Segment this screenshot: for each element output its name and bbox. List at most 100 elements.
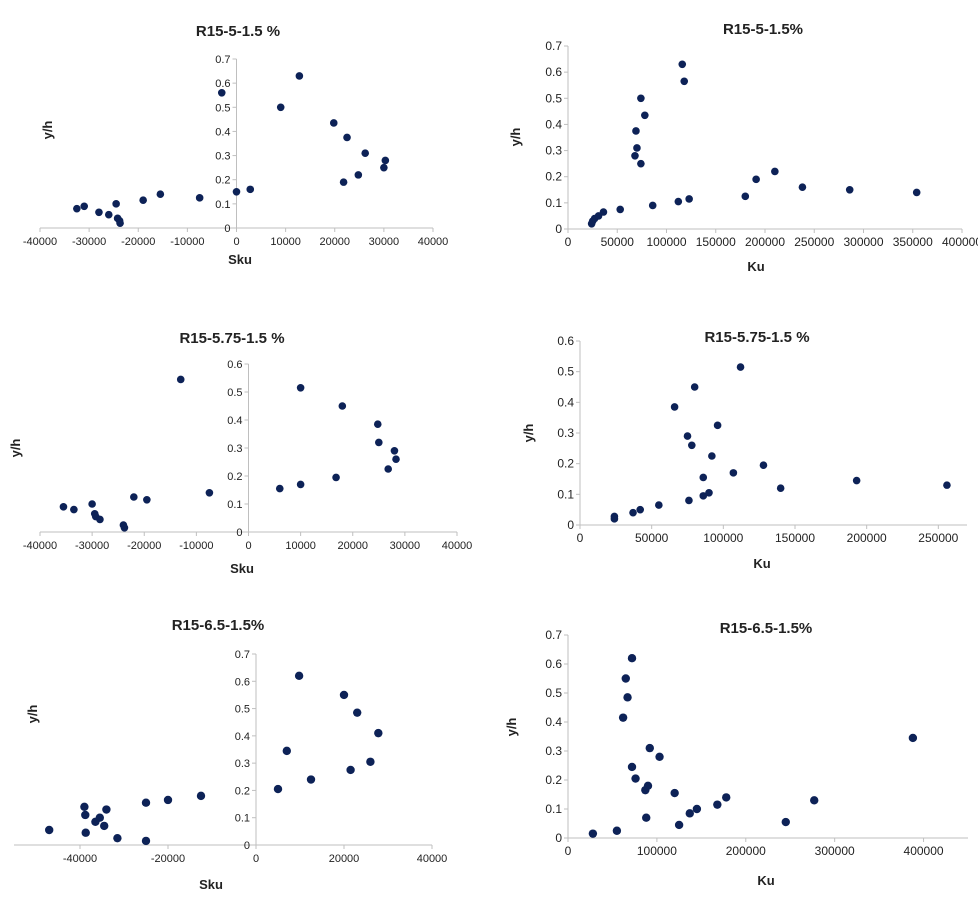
y-tick-label: 0.1 xyxy=(235,813,250,825)
data-point xyxy=(621,674,630,683)
data-point xyxy=(80,202,89,211)
data-point xyxy=(361,149,370,157)
x-tick-label: 250000 xyxy=(918,531,958,545)
x-tick-label: 0 xyxy=(233,236,239,248)
data-point xyxy=(332,473,340,482)
data-point xyxy=(120,524,129,532)
data-point xyxy=(708,452,716,460)
y-tick-label: 0.4 xyxy=(557,395,574,409)
y-tick-label: 0.7 xyxy=(235,649,250,661)
data-point xyxy=(722,793,731,802)
y-tick-label: 0.1 xyxy=(227,499,242,511)
x-tick-label: 150000 xyxy=(696,235,736,249)
y-tick-label: 0.2 xyxy=(557,457,574,471)
chart-sku-r15-5-75: R15-5.75-1.5 % -40000 -30000 -20000 -10000 0 1… xyxy=(8,330,472,576)
x-axis-label: Ku xyxy=(757,873,774,888)
data-point xyxy=(116,219,124,227)
data-point xyxy=(156,190,165,198)
data-point xyxy=(678,60,687,69)
data-point xyxy=(616,205,625,214)
y-tick-label: 0.6 xyxy=(235,676,250,688)
x-tick-label: 200000 xyxy=(726,844,766,858)
y-tick-label: 0 xyxy=(567,518,574,532)
data-point xyxy=(629,508,637,517)
data-point xyxy=(612,826,622,835)
data-point xyxy=(113,833,122,843)
data-point xyxy=(80,802,89,811)
chart-title: R15-5.75-1.5 % xyxy=(704,329,809,346)
x-tick-label: 300000 xyxy=(843,235,883,249)
x-tick-label: 400000 xyxy=(904,844,944,858)
x-axis-label: Sku xyxy=(230,561,254,576)
data-point xyxy=(674,197,683,206)
y-tick-label: 0.4 xyxy=(215,126,230,138)
data-point xyxy=(217,89,226,97)
data-point xyxy=(690,383,699,391)
data-point xyxy=(588,829,598,838)
y-tick-label: 0.5 xyxy=(545,91,562,105)
y-tick-label: 0.2 xyxy=(545,170,562,184)
y-axis-label: y/h xyxy=(508,128,523,147)
data-point xyxy=(688,441,696,450)
data-point xyxy=(306,775,316,784)
y-tick-label: 0.4 xyxy=(227,415,242,427)
data-point xyxy=(627,654,637,663)
x-tick-label: 400000 xyxy=(942,235,978,249)
y-axis-label: y/h xyxy=(8,439,23,458)
data-point xyxy=(642,813,651,822)
data-point xyxy=(70,505,78,514)
data-point xyxy=(273,784,283,794)
data-point xyxy=(88,500,96,508)
data-point xyxy=(680,77,689,86)
x-tick-label: 300000 xyxy=(815,844,855,858)
chart-title: R15-5.75-1.5 % xyxy=(179,330,284,347)
data-point xyxy=(392,455,400,464)
data-point xyxy=(655,752,664,761)
data-point xyxy=(282,746,291,756)
y-tick-label: 0.5 xyxy=(215,102,230,114)
y-tick-label: 0.4 xyxy=(545,117,562,131)
data-point xyxy=(354,171,363,179)
chart-sku-r15-5: R15-5-1.5 % -40000 -30000 -20000 -10000 0 1000… xyxy=(23,23,448,267)
data-point xyxy=(683,432,692,440)
x-tick-label: 250000 xyxy=(794,235,834,249)
data-point xyxy=(845,185,854,194)
data-point xyxy=(141,798,151,807)
x-tick-label: 0 xyxy=(245,540,251,552)
data-point xyxy=(670,403,679,411)
x-tick-label: 10000 xyxy=(270,236,301,248)
data-point xyxy=(276,103,285,112)
data-point xyxy=(381,156,390,165)
x-tick-label: 0 xyxy=(565,235,572,249)
data-point xyxy=(741,192,750,201)
data-point xyxy=(674,820,684,830)
data-point xyxy=(633,144,641,152)
data-point xyxy=(759,461,768,470)
y-tick-label: 0.1 xyxy=(545,196,562,210)
data-point xyxy=(73,204,81,213)
data-point xyxy=(713,800,722,809)
y-tick-label: 0.2 xyxy=(235,785,250,797)
data-point xyxy=(95,208,103,217)
x-tick-label: 0 xyxy=(253,853,259,865)
y-axis-label: y/h xyxy=(521,424,536,443)
y-tick-label: 0.1 xyxy=(557,487,574,501)
y-tick-label: 0 xyxy=(236,527,242,539)
x-tick-label: 100000 xyxy=(646,235,686,249)
data-point xyxy=(648,201,657,210)
y-tick-label: 0 xyxy=(224,223,230,235)
x-tick-label: 200000 xyxy=(847,531,887,545)
x-axis-label: Sku xyxy=(199,877,223,892)
y-tick-label: 0.5 xyxy=(235,704,250,716)
x-tick-label: -20000 xyxy=(151,853,185,865)
data-point xyxy=(781,817,790,827)
data-point xyxy=(645,743,654,753)
y-tick-label: 0.2 xyxy=(215,175,230,187)
x-tick-label: -40000 xyxy=(63,853,97,865)
data-point xyxy=(670,788,679,798)
data-point xyxy=(685,496,693,505)
data-point xyxy=(139,196,147,205)
y-axis-label: y/h xyxy=(504,718,519,737)
y-tick-label: 0.3 xyxy=(545,144,562,158)
